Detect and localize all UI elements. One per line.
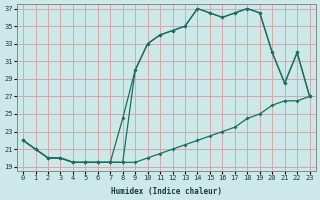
X-axis label: Humidex (Indice chaleur): Humidex (Indice chaleur): [111, 187, 222, 196]
